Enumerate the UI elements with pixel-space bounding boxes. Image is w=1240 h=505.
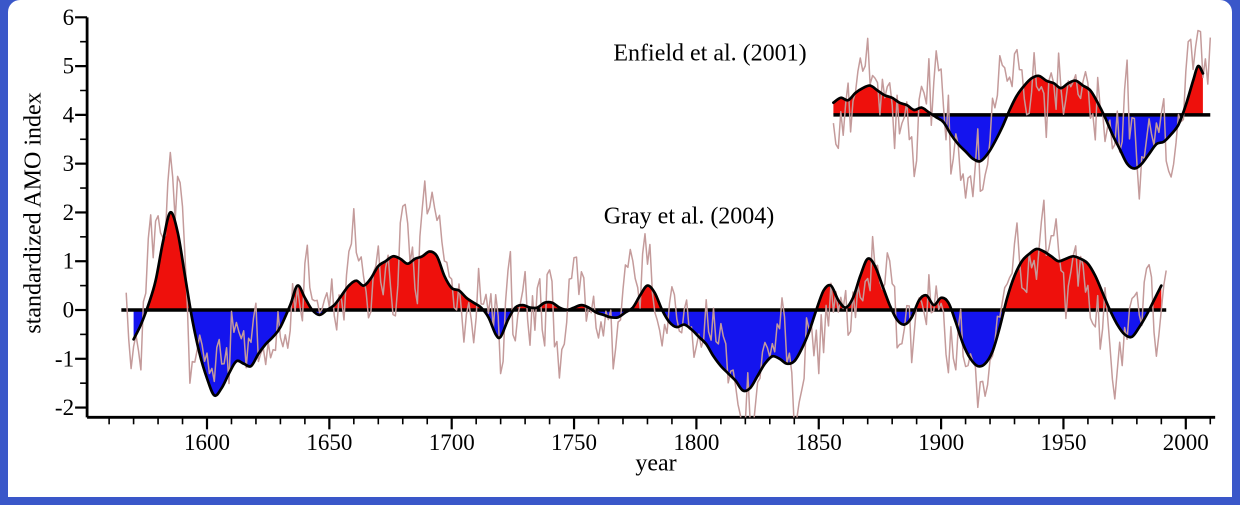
svg-text:-2: -2 (55, 395, 74, 420)
series-gray (121, 151, 1167, 418)
svg-text:2: 2 (63, 200, 75, 225)
y-axis-title: standardized AMO index (20, 92, 47, 334)
plot-canvas: 1600 1650 1700 1750 1800 1850 1900 1950 2000 -2 -1… (8, 0, 1232, 497)
tick-labels: 1600 1650 1700 1750 1800 1850 1900 1950 2000-2-1… (55, 5, 1209, 455)
axes (85, 17, 1216, 419)
annual-values-line (832, 29, 1212, 200)
svg-text:0: 0 (63, 298, 75, 323)
svg-text:1750: 1750 (551, 430, 597, 455)
series-enfield (832, 29, 1212, 200)
svg-text:1850: 1850 (796, 430, 842, 455)
svg-text:6: 6 (63, 5, 75, 30)
svg-text:1: 1 (63, 249, 75, 274)
svg-text:-1: -1 (55, 346, 74, 371)
negative-anomaly-fill (133, 310, 1162, 396)
series-label-gray: Gray et al. (2004) (603, 203, 775, 230)
svg-text:1700: 1700 (429, 430, 475, 455)
svg-text:1950: 1950 (1040, 430, 1086, 455)
positive-anomaly-fill (133, 212, 1162, 310)
svg-text:4: 4 (63, 102, 75, 127)
svg-text:5: 5 (63, 54, 75, 79)
amo-chart: 1600 1650 1700 1750 1800 1850 1900 1950 2000-2-1… (55, 5, 1216, 455)
x-axis-title: year (635, 450, 677, 477)
smoothed-line (832, 64, 1205, 170)
svg-text:1600: 1600 (184, 430, 230, 455)
svg-text:1800: 1800 (673, 430, 719, 455)
smoothed-line (132, 210, 1163, 397)
svg-text:1650: 1650 (306, 430, 352, 455)
svg-text:1900: 1900 (918, 430, 964, 455)
svg-text:3: 3 (63, 151, 75, 176)
series-label-enfield: Enfield et al. (2001) (613, 40, 807, 67)
negative-anomaly-fill (833, 114, 1203, 169)
tick-marks (75, 16, 1212, 430)
positive-anomaly-fill (833, 66, 1203, 115)
svg-text:2000: 2000 (1163, 430, 1209, 455)
